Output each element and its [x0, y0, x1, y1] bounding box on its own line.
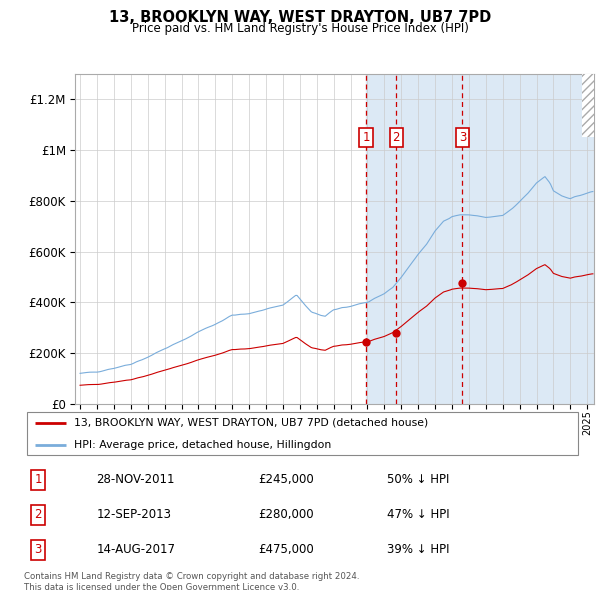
Text: HPI: Average price, detached house, Hillingdon: HPI: Average price, detached house, Hill… [74, 440, 331, 450]
Bar [582, 74, 599, 137]
Text: 50% ↓ HPI: 50% ↓ HPI [387, 473, 449, 486]
Text: 39% ↓ HPI: 39% ↓ HPI [387, 543, 449, 556]
Text: 1: 1 [34, 473, 42, 486]
Text: 28-NOV-2011: 28-NOV-2011 [97, 473, 175, 486]
Text: £475,000: £475,000 [259, 543, 314, 556]
Text: 2: 2 [34, 508, 42, 522]
Text: 1: 1 [362, 131, 370, 144]
Text: Contains HM Land Registry data © Crown copyright and database right 2024.
This d: Contains HM Land Registry data © Crown c… [24, 572, 359, 590]
Text: Price paid vs. HM Land Registry's House Price Index (HPI): Price paid vs. HM Land Registry's House … [131, 22, 469, 35]
Text: £280,000: £280,000 [259, 508, 314, 522]
FancyBboxPatch shape [27, 412, 578, 455]
Text: £245,000: £245,000 [259, 473, 314, 486]
Text: 12-SEP-2013: 12-SEP-2013 [97, 508, 172, 522]
Text: 3: 3 [34, 543, 41, 556]
Text: 13, BROOKLYN WAY, WEST DRAYTON, UB7 7PD: 13, BROOKLYN WAY, WEST DRAYTON, UB7 7PD [109, 10, 491, 25]
Text: 3: 3 [459, 131, 466, 144]
Text: 2: 2 [392, 131, 400, 144]
Text: 47% ↓ HPI: 47% ↓ HPI [387, 508, 449, 522]
Bar [366, 74, 600, 404]
Text: 14-AUG-2017: 14-AUG-2017 [97, 543, 176, 556]
Text: 13, BROOKLYN WAY, WEST DRAYTON, UB7 7PD (detached house): 13, BROOKLYN WAY, WEST DRAYTON, UB7 7PD … [74, 418, 428, 428]
